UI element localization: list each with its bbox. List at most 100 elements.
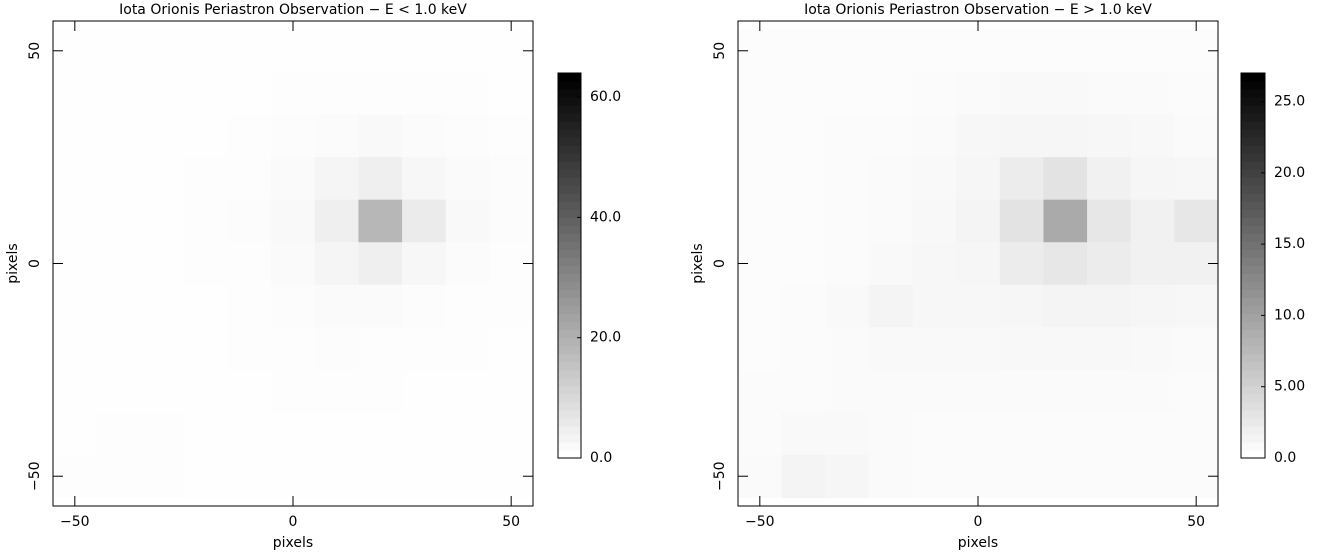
cell	[1130, 327, 1175, 371]
cell	[825, 199, 870, 243]
cell	[825, 242, 870, 286]
cell	[227, 157, 272, 201]
cell	[402, 242, 447, 286]
cell	[53, 199, 98, 243]
y-tick-label: −50	[27, 461, 43, 491]
cell	[96, 29, 141, 73]
cell	[227, 284, 272, 328]
colorbar-band	[1241, 153, 1265, 162]
cell	[1043, 199, 1088, 243]
colorbar-band	[558, 369, 581, 379]
cell	[1130, 114, 1175, 158]
colorbar-band	[558, 161, 581, 170]
cell	[489, 369, 533, 413]
cell	[314, 454, 359, 498]
colorbar-band	[1241, 313, 1265, 323]
cell	[271, 157, 316, 201]
cell	[738, 284, 783, 328]
cell	[183, 327, 229, 371]
cell	[445, 327, 490, 371]
cell	[781, 284, 826, 328]
y-tick-label: 0	[712, 259, 728, 268]
cell	[868, 157, 914, 201]
colorbar-band	[1241, 209, 1265, 218]
cell	[445, 412, 490, 456]
colorbar-band	[558, 73, 581, 82]
cell	[271, 284, 316, 328]
cell	[1043, 157, 1088, 201]
cell	[912, 454, 957, 498]
colorbar-band	[558, 361, 581, 371]
cell	[445, 199, 490, 243]
x-tick-label: −50	[60, 514, 90, 530]
colorbar-band	[558, 337, 581, 347]
cell	[358, 242, 403, 286]
colorbar-band	[558, 169, 581, 178]
cell	[314, 114, 359, 158]
colorbar-band	[558, 273, 581, 283]
cell	[912, 242, 957, 286]
colorbar-band	[558, 329, 581, 339]
cell	[96, 369, 141, 413]
cell	[1174, 327, 1218, 371]
cell	[868, 29, 914, 73]
cell	[1087, 157, 1132, 201]
colorbar-band	[558, 441, 581, 451]
colorbar-band	[558, 89, 581, 98]
cell	[956, 369, 1001, 413]
cell	[1087, 199, 1132, 243]
cell	[314, 327, 359, 371]
cell	[53, 369, 98, 413]
cell	[271, 199, 316, 243]
colorbar-band	[558, 249, 581, 258]
colorbar-band	[1241, 385, 1265, 395]
cell	[271, 72, 316, 116]
colorbar-band	[1241, 233, 1265, 242]
colorbar-band	[558, 289, 581, 299]
cell	[738, 157, 783, 201]
colorbar-frame	[557, 72, 582, 459]
colorbar-band	[1241, 257, 1265, 266]
cell	[227, 242, 272, 286]
cell	[1087, 327, 1132, 371]
cell	[912, 72, 957, 116]
cell	[53, 412, 98, 456]
cell	[53, 284, 98, 328]
cell	[912, 327, 957, 371]
cell	[781, 72, 826, 116]
colorbar-tick-label: 60.0	[590, 89, 621, 105]
cell	[271, 412, 316, 456]
colorbar-band	[1241, 321, 1265, 331]
cell	[1043, 242, 1088, 286]
cell	[183, 369, 229, 413]
cell	[1043, 29, 1088, 73]
y-axis-label: pixels	[690, 243, 706, 283]
colorbar-band	[558, 97, 581, 106]
colorbar-band	[558, 321, 581, 331]
cell	[781, 29, 826, 73]
colorbar-band	[558, 177, 581, 186]
cell	[1043, 327, 1088, 371]
colorbar-band	[1241, 433, 1265, 443]
cell	[140, 327, 185, 371]
cell	[999, 369, 1044, 413]
colorbar-band	[558, 185, 581, 194]
colorbar-band	[558, 377, 581, 387]
colorbar-band	[558, 393, 581, 403]
colorbar-band	[1241, 281, 1265, 291]
cell	[53, 327, 98, 371]
colorbar-band	[1241, 401, 1265, 411]
colorbar-band	[1241, 305, 1265, 315]
cell	[96, 242, 141, 286]
cell	[402, 114, 447, 158]
cell	[271, 454, 316, 498]
colorbar-band	[558, 145, 581, 154]
x-axis-label: pixels	[958, 535, 998, 551]
colorbar-band	[1241, 409, 1265, 419]
cell	[781, 242, 826, 286]
cell	[140, 412, 185, 456]
cell	[314, 199, 359, 243]
cell	[781, 369, 826, 413]
x-tick-label: 50	[1187, 514, 1205, 530]
